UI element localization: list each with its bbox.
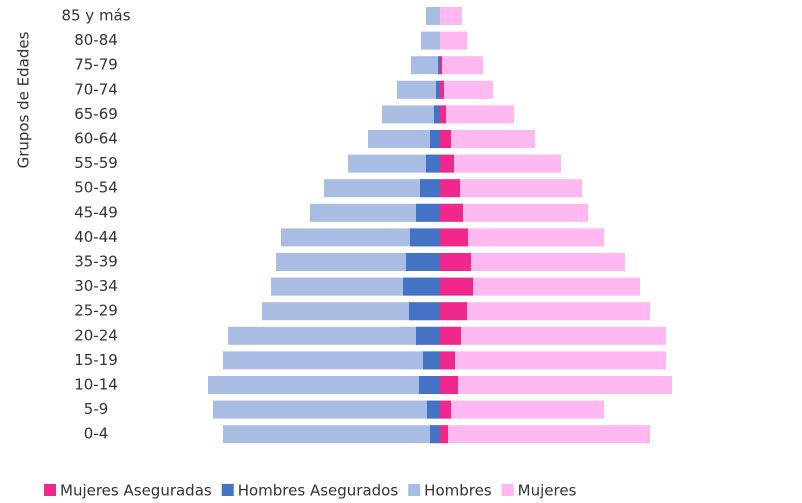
bar — [382, 105, 440, 124]
y-tick-label: 40-44 — [74, 228, 118, 246]
bar — [440, 179, 582, 198]
bar — [262, 302, 440, 321]
y-tick-label: 65-69 — [74, 105, 118, 123]
bar — [440, 31, 467, 50]
y-tick-label: 5-9 — [84, 400, 109, 418]
y-tick-label: 25-29 — [74, 302, 118, 320]
bar — [440, 154, 561, 173]
bar — [397, 80, 440, 99]
legend-swatch — [221, 484, 234, 496]
bar — [368, 130, 440, 148]
bar — [348, 154, 440, 173]
bar — [403, 277, 440, 296]
bar — [228, 326, 440, 345]
bar — [440, 105, 514, 124]
bar — [426, 7, 440, 25]
bar — [436, 80, 440, 99]
y-tick-label: 55-59 — [74, 154, 118, 172]
bar — [440, 7, 462, 25]
y-tick-label: 75-79 — [74, 56, 118, 74]
bar — [440, 302, 467, 321]
bar — [281, 228, 440, 247]
y-tick-label: 50-54 — [74, 179, 118, 197]
bar — [440, 277, 473, 296]
bar — [421, 31, 440, 50]
bar — [440, 228, 468, 247]
bar — [440, 130, 451, 148]
bar — [440, 376, 672, 394]
bar — [427, 400, 440, 419]
bar — [440, 351, 455, 370]
bar — [430, 425, 440, 444]
y-axis-title: Grupos de Edades — [15, 31, 33, 168]
bar — [276, 253, 440, 271]
y-tick-label: 45-49 — [74, 203, 118, 221]
bar — [440, 80, 493, 99]
bar — [426, 154, 440, 173]
bar — [440, 154, 454, 173]
y-tick-label: 80-84 — [74, 31, 118, 49]
bar — [440, 203, 588, 222]
bar — [440, 203, 463, 222]
bar — [419, 376, 440, 394]
bar — [440, 105, 446, 124]
y-tick-label: 35-39 — [74, 253, 118, 271]
bar — [440, 400, 604, 419]
bar — [440, 400, 451, 419]
legend-swatch — [408, 484, 421, 496]
bar — [440, 425, 650, 444]
legend-label: Hombres Asegurados — [238, 482, 399, 500]
bar — [310, 203, 440, 222]
y-tick-label: 0-4 — [84, 425, 109, 443]
bar — [440, 277, 640, 296]
bar — [423, 351, 440, 370]
legend-label: Mujeres — [518, 482, 577, 500]
bar — [410, 228, 440, 247]
bar — [438, 56, 440, 75]
bar — [440, 425, 448, 444]
bar — [420, 179, 440, 198]
bar — [213, 400, 440, 419]
bar — [223, 351, 440, 370]
bar — [406, 253, 440, 271]
bar — [409, 302, 440, 321]
bar — [440, 56, 483, 75]
bar — [440, 253, 471, 271]
bar — [440, 253, 625, 271]
bar — [440, 130, 535, 148]
legend-swatch — [501, 484, 514, 496]
bar — [440, 351, 666, 370]
y-tick-label: 60-64 — [74, 130, 118, 148]
bar — [416, 203, 440, 222]
legend-label: Hombres — [424, 482, 492, 500]
y-tick-label: 85 y más — [61, 7, 130, 25]
bar — [430, 130, 440, 148]
bar — [223, 425, 440, 444]
bar — [440, 56, 442, 75]
y-tick-label: 20-24 — [74, 326, 118, 344]
bar — [208, 376, 440, 394]
y-tick-label: 15-19 — [74, 351, 118, 369]
bar — [440, 80, 444, 99]
y-tick-label: 70-74 — [74, 80, 118, 98]
bar — [416, 326, 440, 345]
y-tick-label: 10-14 — [74, 376, 118, 394]
bar — [440, 228, 604, 247]
bar — [440, 326, 461, 345]
bar — [324, 179, 440, 198]
bar — [271, 277, 440, 296]
y-tick-label: 30-34 — [74, 277, 118, 295]
bar — [440, 376, 458, 394]
bar — [440, 326, 666, 345]
bar — [440, 302, 650, 321]
legend-label: Mujeres Aseguradas — [60, 482, 212, 500]
bar — [411, 56, 440, 75]
bar — [440, 179, 460, 198]
legend-swatch — [44, 484, 56, 496]
bar — [434, 105, 440, 124]
